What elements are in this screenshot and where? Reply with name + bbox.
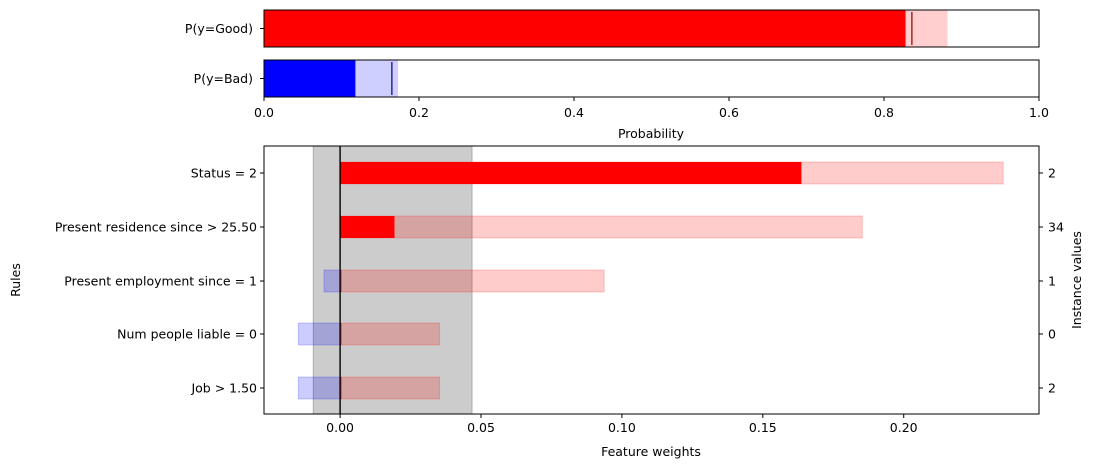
prob-xlabel: Probability (618, 126, 685, 141)
prob-category-label: P(y=Good) (185, 21, 253, 36)
rule-label: Job > 1.50 (190, 381, 257, 396)
instance-value: 1 (1048, 274, 1056, 289)
weight-interval-positive (339, 322, 441, 346)
prob-xtick-label: 1.0 (1029, 105, 1049, 120)
prob-xtick-label: 0.4 (564, 105, 584, 120)
weights-axes-frame (263, 145, 1040, 415)
weights-xtick-label: 0.05 (467, 420, 495, 435)
weight-interval-positive (339, 215, 863, 239)
weights-xtick-label: 0.20 (890, 420, 918, 435)
weights-y2label: Instance values (1069, 231, 1084, 329)
weight-interval-positive (339, 376, 441, 400)
prob-bar (264, 60, 356, 97)
weight-interval-negative (297, 376, 341, 400)
prob-xtick-label: 0.0 (254, 105, 274, 120)
instance-value: 0 (1048, 327, 1056, 342)
weights-xtick-label: 0.15 (749, 420, 777, 435)
weights-xtick-label: 0.10 (608, 420, 636, 435)
rule-label: Status = 2 (191, 166, 257, 181)
instance-value: 2 (1048, 381, 1056, 396)
prob-bar (264, 10, 906, 47)
prob-xtick-label: 0.2 (409, 105, 429, 120)
instance-value: 34 (1048, 220, 1064, 235)
weight-bar (340, 162, 802, 184)
prob-category-label: P(y=Bad) (194, 71, 253, 86)
rule-label: Num people liable = 0 (117, 327, 257, 342)
weight-interval-positive (339, 269, 605, 293)
weight-interval-negative (297, 322, 341, 346)
weight-bar (340, 216, 395, 238)
weight-interval-negative (323, 269, 341, 293)
prob-xtick-label: 0.8 (874, 105, 894, 120)
prob-interval (905, 10, 948, 47)
rule-label: Present employment since = 1 (64, 274, 257, 289)
instance-value: 2 (1048, 166, 1056, 181)
weights-xtick-label: 0.00 (326, 420, 354, 435)
prob-xtick-label: 0.6 (719, 105, 739, 120)
prob-interval (355, 60, 399, 97)
rule-label: Present residence since > 25.50 (55, 220, 257, 235)
weights-ylabel: Rules (8, 263, 23, 297)
weights-xlabel: Feature weights (601, 444, 701, 459)
